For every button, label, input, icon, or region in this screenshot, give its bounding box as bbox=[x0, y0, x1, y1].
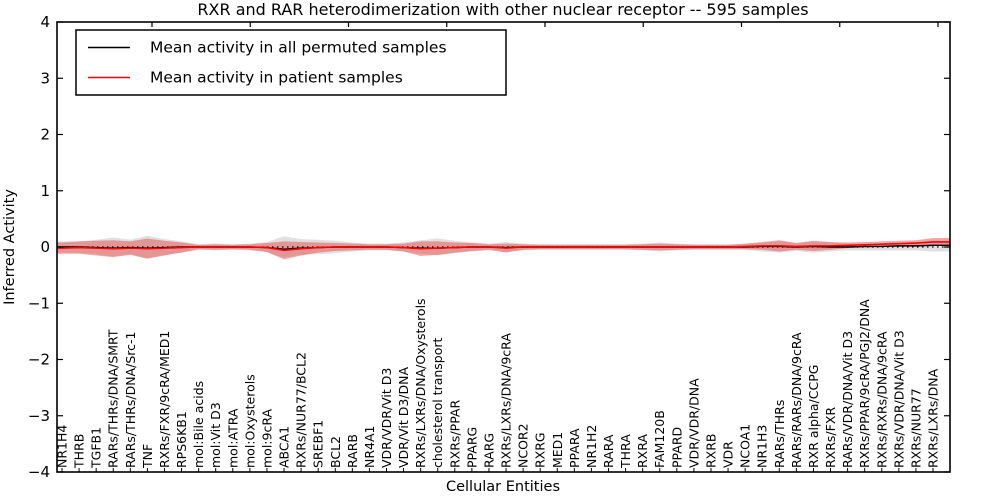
x-category-labels: NR1H4 THRB TGFB1 RARs/THRs/DNA/SMRT RARs/THR… bbox=[55, 298, 941, 469]
legend-label-permuted: Mean activity in all permuted samples bbox=[150, 39, 447, 57]
x-category-label: RARs/RARs/DNA/9cRA bbox=[789, 332, 804, 468]
x-category-label: SREBF1 bbox=[311, 420, 326, 468]
x-category-label: RARs/THRs/DNA/SMRT bbox=[106, 329, 121, 468]
x-category-label: mol:ATRA bbox=[225, 408, 240, 468]
x-category-label: NCOA1 bbox=[738, 424, 753, 468]
x-category-label: RARA bbox=[601, 434, 616, 468]
patient-mean-line bbox=[57, 241, 950, 252]
x-axis-label: Cellular Entities bbox=[446, 479, 560, 495]
x-category-label: RXRs/LXRs/DNA bbox=[926, 368, 941, 468]
y-tick-label: 1 bbox=[40, 182, 50, 200]
y-tick-label: −4 bbox=[28, 463, 50, 481]
x-category-label: NCOR2 bbox=[516, 423, 531, 468]
x-category-label: PPARD bbox=[669, 427, 684, 468]
x-category-label: RARs/THRs bbox=[772, 400, 787, 468]
x-category-label: RXRs/RXRs/DNA/9cRA bbox=[874, 331, 889, 468]
x-category-label: RXRB bbox=[703, 433, 718, 468]
y-tick-label: −3 bbox=[28, 407, 50, 425]
x-category-label: PPARG bbox=[464, 427, 479, 468]
chart-title: RXR and RAR heterodimerization with othe… bbox=[197, 0, 808, 19]
x-category-label: mol:Bile acids bbox=[191, 381, 206, 468]
x-category-label: RARG bbox=[481, 433, 496, 468]
x-category-label: TNF bbox=[140, 444, 155, 469]
y-tick-label: 2 bbox=[40, 126, 50, 144]
x-category-label: RXRs/FXR/9cRA/MED1 bbox=[157, 331, 172, 468]
x-category-label: THRB bbox=[72, 434, 87, 469]
x-category-label: ABCA1 bbox=[277, 426, 292, 468]
x-category-label: RXR alpha/CCPG bbox=[806, 365, 821, 468]
x-category-label: RARB bbox=[345, 434, 360, 468]
x-category-label: TGFB1 bbox=[89, 427, 104, 469]
x-category-label: mol:Oxysterols bbox=[242, 374, 257, 468]
x-category-label: cholesterol transport bbox=[430, 337, 445, 468]
x-category-label: RXRs/FXR bbox=[823, 407, 838, 468]
x-category-label: RXRs/NUR77 bbox=[908, 388, 923, 468]
x-category-label: VDR/VDR/DNA bbox=[686, 378, 701, 468]
legend-box bbox=[75, 29, 507, 96]
x-category-label: RXRG bbox=[533, 432, 548, 468]
x-category-label: RXRs/LXRs/DNA/9cRA bbox=[499, 333, 514, 468]
x-category-label: RXRs/PPAR/9cRA/PGJ2/DNA bbox=[857, 299, 872, 468]
x-category-label: VDR/VDR/Vit D3 bbox=[379, 368, 394, 468]
x-category-label: VDR/Vit D3/DNA bbox=[396, 367, 411, 468]
y-tick-label: 0 bbox=[40, 238, 50, 256]
x-category-label: FAM120B bbox=[652, 410, 667, 468]
legend-label-patient: Mean activity in patient samples bbox=[150, 69, 403, 87]
x-category-label: RPS6KB1 bbox=[174, 411, 189, 468]
x-category-label: RXRs/PPAR bbox=[447, 400, 462, 468]
y-tick-label: −1 bbox=[28, 294, 50, 312]
x-category-label: RXRs/NUR77/BCL2 bbox=[294, 352, 309, 468]
x-category-label: RXRs/VDR/DNA/Vit D3 bbox=[891, 330, 906, 468]
x-category-label: VDR bbox=[721, 441, 736, 468]
x-category-label: mol:Vit D3 bbox=[208, 402, 223, 468]
x-category-label: NR1H3 bbox=[755, 425, 770, 468]
y-tick-label: 3 bbox=[40, 69, 50, 87]
x-category-label: RARs/THRs/DNA/Src-1 bbox=[123, 332, 138, 468]
legend: Mean activity in all permuted samples Me… bbox=[75, 29, 507, 96]
x-category-label: BCL2 bbox=[328, 436, 343, 468]
x-category-label: RXRs/LXRs/DNA/Oxysterols bbox=[413, 298, 428, 468]
x-category-label: RARs/VDR/DNA/Vit D3 bbox=[840, 331, 855, 468]
x-category-label: RXRA bbox=[635, 434, 650, 468]
lines-layer bbox=[57, 241, 950, 252]
x-category-label: NR1H2 bbox=[584, 425, 599, 468]
y-axis-label: Inferred Activity bbox=[2, 189, 18, 305]
x-category-label: THRA bbox=[618, 434, 633, 469]
ticks-layer bbox=[57, 21, 950, 473]
x-category-label: MED1 bbox=[550, 432, 565, 468]
y-tick-label: −2 bbox=[28, 351, 50, 369]
x-category-label: NR4A1 bbox=[362, 426, 377, 469]
x-category-label: NR1H4 bbox=[55, 425, 70, 468]
y-tick-label: 4 bbox=[40, 13, 50, 31]
y-tick-labels: 4 3 2 1 0 −1 −2 −3 −4 bbox=[28, 13, 50, 481]
x-category-label: mol:9cRA bbox=[259, 408, 274, 468]
x-category-label: PPARA bbox=[567, 428, 582, 468]
